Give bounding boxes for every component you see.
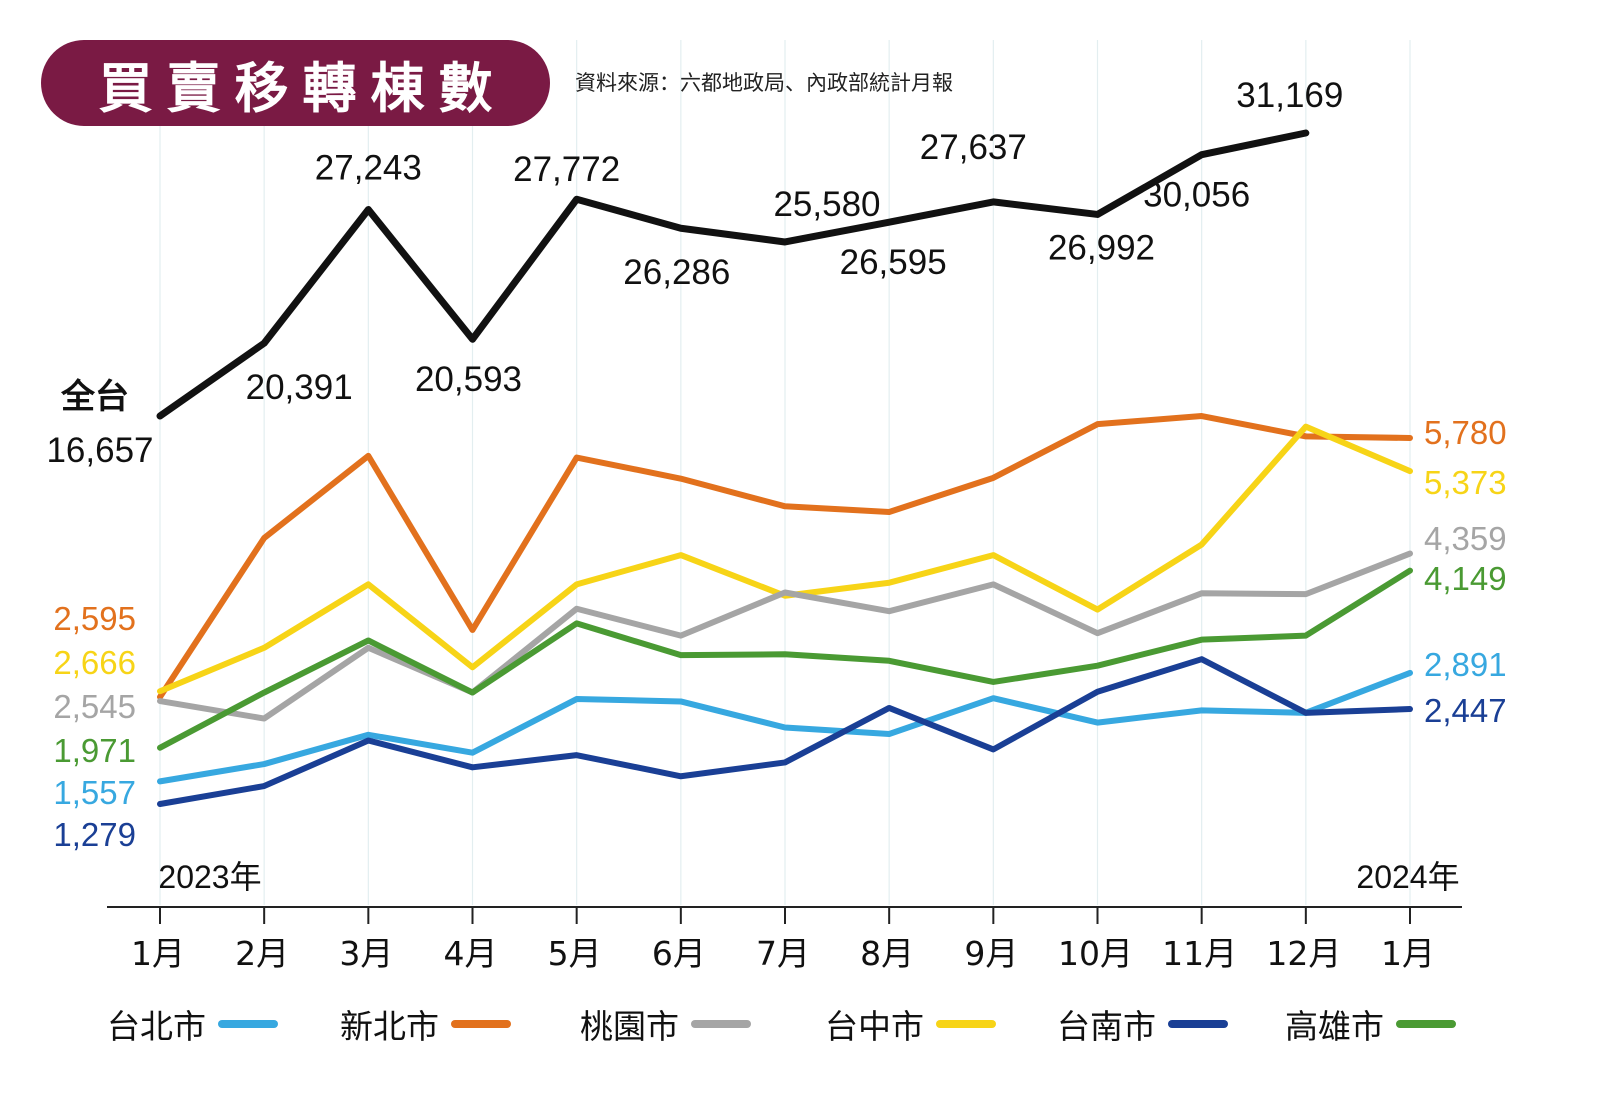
- x-tick-label: 1月: [131, 934, 185, 973]
- x-tick-label: 3月: [339, 934, 393, 973]
- title-badge: 買賣移轉棟數: [41, 40, 550, 126]
- end-value-label: 5,780: [1424, 414, 1507, 451]
- chart-title: 買賣移轉棟數: [98, 56, 507, 120]
- start-value-label: 1,557: [53, 774, 136, 811]
- x-axis: 1月 2月 3月 4月 5月 6月 7月 8月 9月 10月 11月 12月 1月 2023年 2024年: [107, 859, 1462, 973]
- legend-label: 台北市: [107, 1007, 206, 1046]
- x-tick-label: 10月: [1058, 934, 1133, 973]
- end-year-label: 2024年: [1356, 859, 1459, 895]
- legend-swatch: [218, 1020, 278, 1028]
- x-tick-label: 4月: [444, 934, 498, 973]
- end-value-label: 2,891: [1424, 646, 1507, 683]
- x-tick-label: 5月: [548, 934, 602, 973]
- x-tick-label: 7月: [756, 934, 810, 973]
- legend-item: 台北市: [107, 1000, 278, 1048]
- x-tick-label: 11月: [1162, 934, 1237, 973]
- series-line-台南市: [157, 656, 1413, 807]
- total-value-label: 25,580: [773, 185, 880, 224]
- start-value-label: 2,545: [53, 688, 136, 725]
- total-value-label: 16,657: [46, 431, 153, 470]
- legend-swatch: [1168, 1020, 1228, 1028]
- legend-label: 新北市: [340, 1007, 439, 1046]
- end-value-label: 4,359: [1424, 520, 1507, 557]
- series-line-桃園市: [157, 550, 1413, 722]
- legend-item: 新北市: [340, 1000, 511, 1048]
- series-line-新北市: [157, 413, 1413, 700]
- legend-swatch: [451, 1020, 511, 1028]
- legend-swatch: [1396, 1020, 1456, 1028]
- end-value-label: 4,149: [1424, 560, 1507, 597]
- x-tick-label: 9月: [964, 934, 1018, 973]
- start-year-label: 2023年: [158, 859, 261, 895]
- legend-label: 台中市: [825, 1007, 924, 1046]
- total-series-name: 全台: [60, 377, 129, 417]
- legend-item: 台南市: [1057, 1000, 1228, 1048]
- legend-item: 台中市: [825, 1000, 996, 1048]
- series-line-高雄市: [157, 567, 1413, 751]
- legend-item: 高雄市: [1285, 1000, 1456, 1048]
- x-tick-label: 12月: [1266, 934, 1341, 973]
- legend-label: 高雄市: [1285, 1007, 1384, 1046]
- series-line-台中市: [157, 423, 1413, 695]
- x-tick-label: 2月: [235, 934, 289, 973]
- total-value-label: 27,637: [920, 128, 1027, 167]
- legend-label: 桃園市: [580, 1007, 679, 1046]
- legend-label: 台南市: [1057, 1007, 1156, 1046]
- total-value-label: 27,243: [315, 149, 422, 188]
- total-value-label: 31,169: [1236, 76, 1343, 115]
- start-value-label: 1,971: [53, 732, 136, 769]
- start-value-label: 2,595: [53, 600, 136, 637]
- total-value-label: 26,595: [840, 243, 947, 282]
- legend-swatch: [691, 1020, 751, 1028]
- x-tick-label: 6月: [652, 934, 706, 973]
- end-value-label: 2,447: [1424, 692, 1507, 729]
- total-value-label: 26,992: [1048, 228, 1155, 267]
- legend-swatch: [936, 1020, 996, 1028]
- total-line: [156, 129, 1310, 420]
- total-value-label: 30,056: [1143, 176, 1250, 215]
- start-value-label: 1,279: [53, 816, 136, 853]
- data-labels: 2,595 5,780 2,666 5,373 2,545 4,359 1,971 4,149…: [46, 76, 1506, 853]
- city-series-lines: [157, 413, 1413, 807]
- total-value-label: 27,772: [513, 150, 620, 189]
- x-tick-label: 8月: [860, 934, 914, 973]
- source-note: 資料來源：六都地政局、內政部統計月報: [575, 71, 953, 95]
- total-value-label: 20,391: [246, 368, 353, 407]
- total-value-label: 26,286: [623, 253, 730, 292]
- total-value-label: 20,593: [415, 360, 522, 399]
- legend: 台北市 新北市 桃園市 台中市 台南市 高雄市: [0, 1000, 1600, 1050]
- total-series-line: [156, 129, 1310, 420]
- legend-item: 桃園市: [580, 1000, 751, 1048]
- start-value-label: 2,666: [53, 644, 136, 681]
- end-value-label: 5,373: [1424, 464, 1507, 501]
- x-tick-label: 1月: [1381, 934, 1435, 973]
- series-line-台北市: [157, 669, 1413, 785]
